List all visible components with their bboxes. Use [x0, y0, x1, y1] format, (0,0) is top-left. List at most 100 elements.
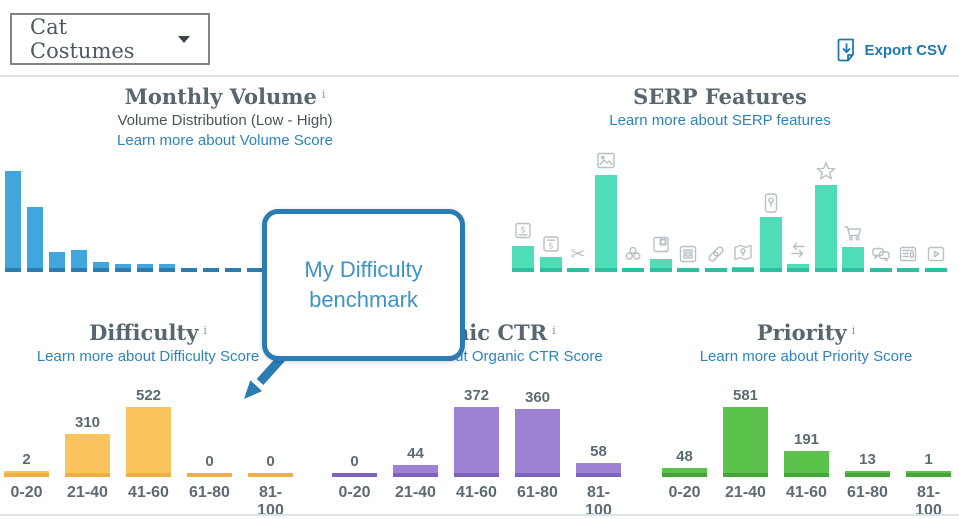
serp-axis-dash [567, 268, 589, 272]
priority-bar [662, 468, 707, 473]
organic_ctr-slot: 372 [454, 387, 499, 477]
volume-bar [71, 250, 87, 268]
volume-histogram-slot [181, 268, 197, 272]
bucket-label: 61-80 [189, 484, 230, 501]
serp-axis-dash [759, 268, 782, 272]
priority-bar [906, 471, 951, 473]
organic_ctr-axis-dash [393, 473, 438, 477]
chat-bubbles-icon [870, 243, 892, 265]
bar-value-label: 1 [924, 451, 933, 468]
serp-feature-slot: ✂ [567, 243, 589, 272]
organic_ctr-bar [515, 409, 560, 473]
serp-axis-dash [924, 268, 947, 272]
serp-axis-dash [594, 268, 617, 272]
monthly-volume-header: Monthly Volume i Volume Distribution (Low… [60, 84, 390, 149]
organic-ctr-chart: 0 44 372 360 58 [332, 381, 621, 477]
volume-axis-dash [247, 268, 263, 272]
monthly-volume-chart [5, 160, 269, 272]
scissors-icon: ✂ [567, 243, 589, 265]
serp-features-chart: $ $ ✂ [512, 145, 949, 272]
organic_ctr-slot: 0 [332, 453, 377, 477]
swap-arrows-icon [787, 239, 809, 261]
serp-axis-dash [787, 268, 809, 272]
bar-value-label: 581 [732, 387, 759, 404]
info-icon[interactable]: i [321, 87, 326, 101]
export-csv-label: Export CSV [864, 41, 947, 59]
volume-score-link[interactable]: Learn more about Volume Score [117, 132, 333, 149]
bucket-label: 61-80 [847, 484, 888, 501]
volume-histogram-slot [5, 171, 21, 272]
volume-bar [115, 264, 131, 268]
volume-histogram-slot [27, 207, 43, 272]
difficulty-slot: 2 [4, 451, 49, 477]
volume-axis-dash [137, 268, 153, 272]
volume-distribution-subtitle: Volume Distribution (Low - High) [117, 112, 333, 129]
bucket-label: 41-60 [456, 484, 497, 501]
priority-axis-dash [723, 473, 768, 477]
knowledge-graph-icon [622, 243, 644, 265]
bucket-label: 21-40 [725, 484, 766, 501]
serp-features-title: SERP Features [633, 84, 807, 109]
serp-feature-slot [842, 222, 864, 272]
sitelinks-icon [677, 243, 699, 265]
export-csv-button[interactable]: Export CSV [837, 38, 947, 62]
volume-axis-dash [181, 268, 197, 272]
bucket-label: 0-20 [10, 484, 43, 501]
organic_ctr-axis-dash [454, 473, 499, 477]
page-bottom-divider [0, 514, 959, 516]
serp-feature-bar [787, 264, 809, 268]
serp-axis-dash [649, 268, 672, 272]
map-icon [732, 242, 754, 264]
volume-bar [137, 264, 153, 268]
volume-bar [49, 252, 65, 268]
difficulty-benchmark-callout: My Difficulty benchmark [262, 209, 465, 361]
difficulty-title: Difficulty [89, 320, 199, 345]
difficulty-bar [126, 407, 171, 473]
bar-value-label: 0 [266, 453, 275, 470]
difficulty-slot: 0 [248, 453, 293, 477]
difficulty-axis-dash [126, 473, 171, 477]
bucket-label: 41-60 [128, 484, 169, 501]
serp-axis-dash [622, 268, 644, 272]
reviews-star-icon [815, 160, 837, 182]
volume-axis-dash [93, 268, 109, 272]
info-icon[interactable]: i [851, 323, 856, 337]
serp-axis-dash [732, 268, 754, 272]
difficulty-score-link[interactable]: Learn more about Difficulty Score [36, 348, 260, 365]
priority-axis-dash [784, 473, 829, 477]
serp-axis-dash [512, 268, 534, 272]
difficulty-axis-dash [248, 473, 293, 477]
bar-value-label: 0 [350, 453, 359, 470]
priority-bar [723, 407, 768, 473]
volume-axis-dash [49, 268, 65, 272]
bucket-label: 21-40 [395, 484, 436, 501]
volume-axis-dash [115, 268, 131, 272]
bar-value-label: 13 [859, 451, 876, 468]
serp-axis-dash [842, 268, 864, 272]
svg-text:$: $ [548, 242, 554, 252]
serp-feature-slot [787, 239, 809, 272]
priority-score-link[interactable]: Learn more about Priority Score [699, 348, 913, 365]
organic_ctr-axis-dash [515, 473, 560, 477]
keyword-dropdown[interactable]: Cat Costumes [10, 13, 210, 65]
bucket-label: 21-40 [67, 484, 108, 501]
priority-slot: 1 [906, 451, 951, 477]
volume-bar [93, 262, 109, 268]
info-icon[interactable]: i [552, 323, 556, 337]
bar-value-label: 372 [463, 387, 490, 404]
priority-chart: 48 581 191 13 1 [662, 381, 951, 477]
organic_ctr-axis-dash [332, 473, 377, 477]
serp-feature-slot [594, 150, 617, 272]
bucket-label: 0-20 [338, 484, 371, 501]
priority-header: Priority i Learn more about Priority Scor… [660, 320, 952, 365]
priority-buckets: 0-20 21-40 41-60 61-80 81-100 [662, 484, 951, 519]
serp-feature-bar [512, 246, 534, 268]
priority-bar [845, 471, 890, 473]
bar-value-label: 2 [22, 451, 31, 468]
priority-axis-dash [845, 473, 890, 477]
info-icon[interactable]: i [203, 323, 207, 337]
serp-features-link[interactable]: Learn more about SERP features [609, 112, 831, 129]
keyword-dropdown-label: Cat Costumes [30, 15, 135, 63]
difficulty-axis-dash [4, 473, 49, 477]
news-icon [897, 243, 919, 265]
